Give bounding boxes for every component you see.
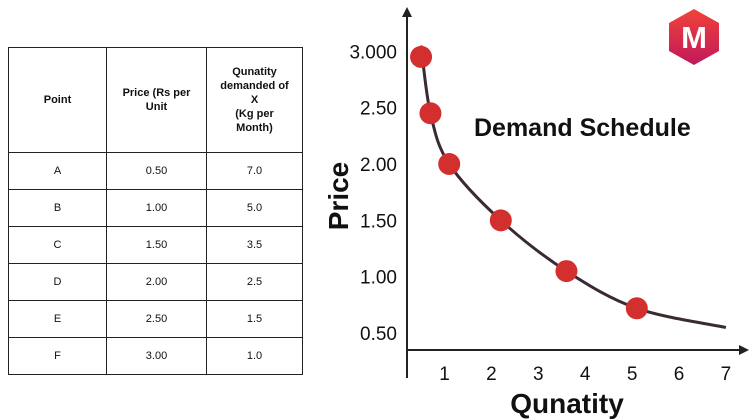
table-row: C 1.50 3.5 bbox=[8, 226, 303, 264]
cell-point: B bbox=[8, 189, 107, 227]
data-point bbox=[555, 260, 578, 283]
cell-point: A bbox=[8, 152, 107, 190]
data-point bbox=[410, 45, 433, 68]
cell-quantity: 3.5 bbox=[206, 226, 303, 264]
header-point: Point bbox=[8, 47, 107, 153]
cell-quantity: 1.0 bbox=[206, 337, 303, 375]
header-quantity: Qunatity demanded of X (Kg per Month) bbox=[206, 47, 303, 153]
brand-logo: M bbox=[669, 9, 719, 65]
data-point bbox=[438, 153, 461, 175]
cell-price: 1.00 bbox=[106, 189, 207, 227]
y-axis-title: Price bbox=[323, 162, 354, 231]
cell-quantity: 5.0 bbox=[206, 189, 303, 227]
table-header-row: Point Price (Rs per Unit Qunatity demanded… bbox=[8, 47, 303, 153]
cell-quantity: 1.5 bbox=[206, 300, 303, 338]
y-tick-label: 1.50 bbox=[360, 211, 397, 232]
data-point bbox=[625, 297, 648, 320]
x-tick-label: 5 bbox=[627, 364, 638, 385]
x-tick-label: 6 bbox=[674, 364, 685, 385]
x-axis-title: Qunatity bbox=[510, 388, 624, 419]
cell-point: E bbox=[8, 300, 107, 338]
table-row: F 3.00 1.0 bbox=[8, 337, 303, 375]
cell-price: 2.00 bbox=[106, 263, 207, 301]
y-tick-label: 2.00 bbox=[360, 155, 397, 176]
cell-price: 2.50 bbox=[106, 300, 207, 338]
x-tick-label: 2 bbox=[486, 364, 497, 385]
cell-quantity: 2.5 bbox=[206, 263, 303, 301]
y-tick-label: 0.50 bbox=[360, 324, 397, 345]
demand-curve-chart: 1 2 3 4 5 6 7 0.50 1.00 1.50 2.00 2.50 3.000 Demand… bbox=[323, 7, 749, 419]
table-row: D 2.00 2.5 bbox=[8, 263, 303, 301]
header-price: Price (Rs per Unit bbox=[106, 47, 207, 153]
demand-schedule-table: Point Price (Rs per Unit Qunatity demanded… bbox=[8, 47, 303, 375]
x-tick-label: 4 bbox=[580, 364, 591, 385]
x-tick-label: 3 bbox=[533, 364, 544, 385]
cell-point: C bbox=[8, 226, 107, 264]
cell-price: 1.50 bbox=[106, 226, 207, 264]
y-tick-label: 1.00 bbox=[360, 268, 397, 289]
logo-hexagon bbox=[669, 9, 719, 65]
table-row: B 1.00 5.0 bbox=[8, 189, 303, 227]
table-row: E 2.50 1.5 bbox=[8, 300, 303, 338]
cell-point: D bbox=[8, 263, 107, 301]
cell-quantity: 7.0 bbox=[206, 152, 303, 190]
demand-curve-line bbox=[419, 45, 727, 329]
x-tick-label: 1 bbox=[439, 364, 450, 385]
table-row: A 0.50 7.0 bbox=[8, 152, 303, 190]
cell-point: F bbox=[8, 337, 107, 375]
cell-price: 0.50 bbox=[106, 152, 207, 190]
cell-price: 3.00 bbox=[106, 337, 207, 375]
x-tick-label: 7 bbox=[721, 364, 732, 385]
y-tick-label: 3.000 bbox=[349, 42, 397, 63]
logo-letter: M bbox=[681, 20, 707, 55]
y-tick-label: 2.50 bbox=[360, 99, 397, 120]
chart-title: Demand Schedule bbox=[474, 114, 691, 142]
data-point bbox=[489, 209, 512, 232]
data-point bbox=[419, 102, 442, 125]
